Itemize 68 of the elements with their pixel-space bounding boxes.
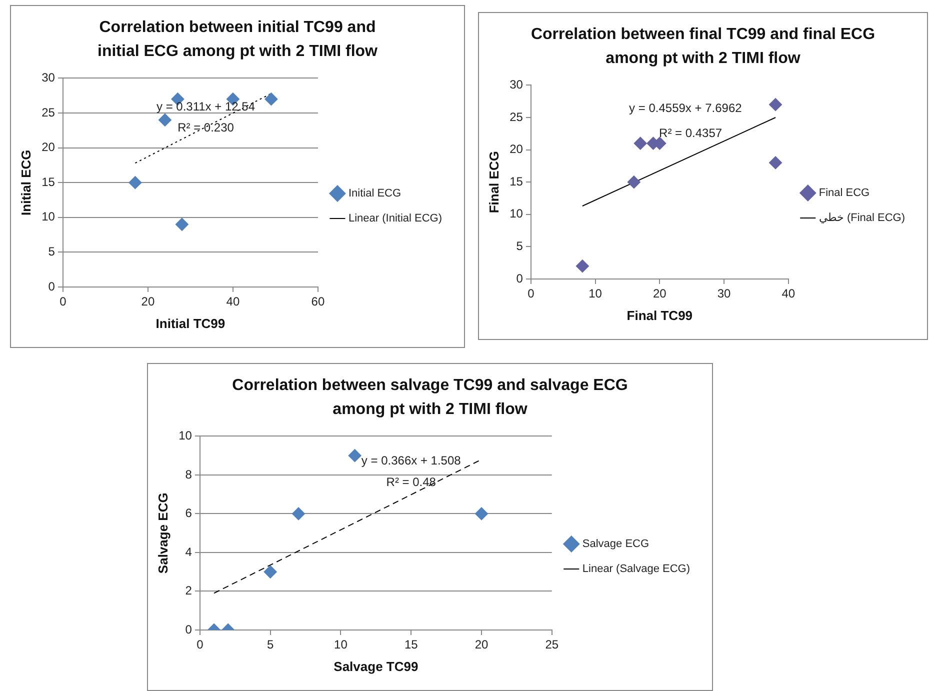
y-tick-label: 30 bbox=[42, 70, 56, 85]
annotation: y = 0.366x + 1.508 bbox=[361, 454, 462, 468]
point bbox=[769, 156, 782, 170]
point bbox=[264, 92, 278, 106]
x-tick-label: 60 bbox=[311, 294, 325, 309]
point bbox=[175, 218, 188, 231]
y-axis-title: Final ECG bbox=[486, 151, 502, 214]
annotation: y = 0.4559x + 7.6962 bbox=[629, 100, 742, 115]
y-tick-label: 25 bbox=[510, 110, 524, 124]
y-tick-label: 0 bbox=[516, 271, 524, 286]
x-tick-label: 20 bbox=[652, 286, 667, 301]
legend-label: Linear (Initial ECG) bbox=[348, 212, 442, 225]
legend-label: Linear (Salvage ECG) bbox=[582, 563, 690, 576]
legend-label: Final ECG bbox=[818, 187, 870, 200]
x-tick-label: 15 bbox=[404, 638, 418, 652]
y-tick-label: 10 bbox=[42, 210, 56, 224]
x-tick-label: 10 bbox=[588, 286, 602, 301]
x-axis-title: Initial TC99 bbox=[156, 316, 226, 331]
y-tick-label: 2 bbox=[185, 584, 192, 598]
x-tick-label: 0 bbox=[196, 638, 204, 652]
y-tick-label: 4 bbox=[185, 544, 192, 559]
y-tick-label: 20 bbox=[510, 142, 524, 156]
annotation: R² = 0.48 bbox=[386, 475, 436, 490]
x-tick-label: 0 bbox=[528, 286, 535, 301]
y-tick-label: 6 bbox=[185, 506, 192, 520]
chart-title: Correlation between final TC99 and final ECG among pt with 2 TIMI flow bbox=[530, 25, 876, 69]
y-tick-label: 5 bbox=[516, 239, 524, 254]
y-tick-label: 10 bbox=[510, 206, 524, 221]
legend-label: خطي (Final ECG) bbox=[818, 212, 906, 224]
legend-label: Salvage ECG bbox=[582, 538, 650, 550]
y-tick-label: 25 bbox=[42, 105, 56, 120]
point bbox=[769, 98, 782, 112]
x-tick-label: 25 bbox=[545, 638, 559, 652]
y-tick-label: 10 bbox=[178, 428, 192, 443]
x-tick-label: 20 bbox=[141, 294, 155, 309]
x-tick-label: 40 bbox=[226, 294, 240, 309]
y-axis-title: Salvage ECG bbox=[155, 492, 170, 574]
annotation: R² = 0.230 bbox=[178, 120, 234, 135]
x-tick-label: 5 bbox=[266, 638, 274, 652]
x-tick-label: 30 bbox=[717, 286, 732, 301]
y-tick-label: 30 bbox=[510, 78, 524, 92]
point bbox=[576, 260, 589, 273]
y-tick-label: 5 bbox=[48, 244, 56, 259]
point bbox=[475, 507, 488, 520]
point bbox=[348, 449, 362, 462]
point bbox=[128, 176, 142, 190]
y-tick-label: 15 bbox=[510, 174, 524, 188]
point bbox=[292, 507, 305, 520]
x-tick-label: 10 bbox=[334, 638, 348, 652]
y-tick-label: 8 bbox=[185, 467, 192, 482]
point bbox=[264, 565, 277, 578]
y-tick-label: 20 bbox=[42, 140, 56, 154]
x-tick-label: 20 bbox=[474, 638, 488, 652]
x-tick-label: 40 bbox=[782, 286, 796, 301]
annotation: R² = 0.4357 bbox=[659, 126, 722, 140]
chart-title: Correlation between initial TC99 and initial ECG among pt with 2 TIMI flow bbox=[96, 18, 378, 62]
x-axis-title: Final TC99 bbox=[626, 308, 693, 323]
point bbox=[627, 176, 640, 189]
y-tick-label: 0 bbox=[185, 622, 192, 636]
point bbox=[158, 113, 172, 126]
x-axis-title: Salvage TC99 bbox=[334, 658, 418, 674]
x-tick-label: 0 bbox=[60, 294, 67, 309]
y-tick-label: 15 bbox=[42, 174, 56, 189]
chart-title: Correlation between salvage TC99 and salvage ECG among pt with 2 TIMI flow bbox=[231, 376, 629, 420]
annotation: y = 0.311x + 12.54 bbox=[156, 100, 256, 114]
legend-label: Initial ECG bbox=[348, 188, 402, 200]
point bbox=[634, 136, 647, 150]
y-axis-title: Initial ECG bbox=[18, 150, 34, 216]
